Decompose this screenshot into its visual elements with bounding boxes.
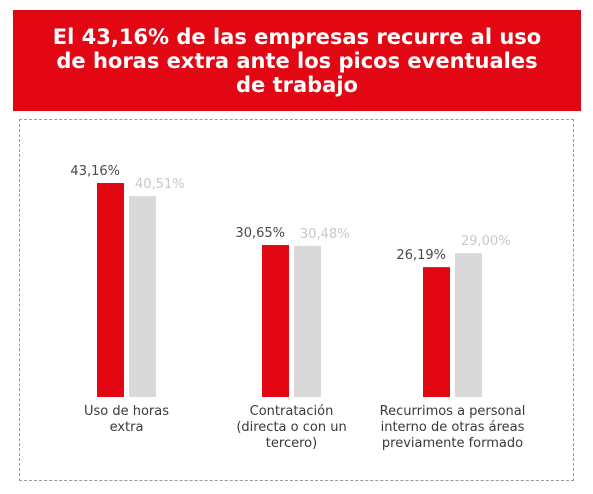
category-label-2-line-1: Contratación [249, 404, 334, 419]
category-label-3: Recurrimos a personal interno de otras ár… [368, 404, 538, 452]
bar-s2-c1 [129, 196, 156, 397]
data-label-s2-c3: 29,00% [461, 234, 511, 249]
category-label-3-line-3: previamente formado [381, 436, 524, 451]
bar-s1-c2 [262, 245, 289, 397]
bar-s1-c3 [423, 267, 450, 397]
data-label-s1-c3: 26,19% [396, 248, 446, 263]
category-label-2-line-3: tercero) [265, 436, 318, 451]
title-banner: El 43,16% de las empresas recurre al uso… [13, 10, 581, 111]
data-label-s1-c2: 30,65% [235, 226, 285, 241]
title-line-3: de trabajo [236, 72, 358, 97]
title-line-2: de horas extra ante los picos eventuales [56, 48, 538, 73]
bar-s2-c3 [455, 253, 482, 397]
category-label-1: Uso de horas extra [42, 404, 212, 436]
category-label-1-line-2: extra [109, 420, 144, 435]
bar-s2-c2 [294, 245, 321, 397]
category-label-3-line-1: Recurrimos a personal [379, 404, 526, 419]
title-line-1: El 43,16% de las empresas recurre al uso [52, 24, 542, 49]
data-label-s2-c1: 40,51% [135, 177, 185, 192]
category-label-2: Contratación (directa o con un tercero) [207, 404, 377, 452]
category-label-3-line-2: interno de otras áreas [380, 420, 525, 435]
chart-frame [19, 119, 574, 481]
data-label-s1-c1: 43,16% [70, 164, 120, 179]
category-label-2-line-2: (directa o con un [236, 420, 347, 435]
data-label-s2-c2: 30,48% [300, 227, 350, 242]
category-label-1-line-1: Uso de horas [83, 404, 170, 419]
bar-s1-c1 [97, 183, 124, 397]
